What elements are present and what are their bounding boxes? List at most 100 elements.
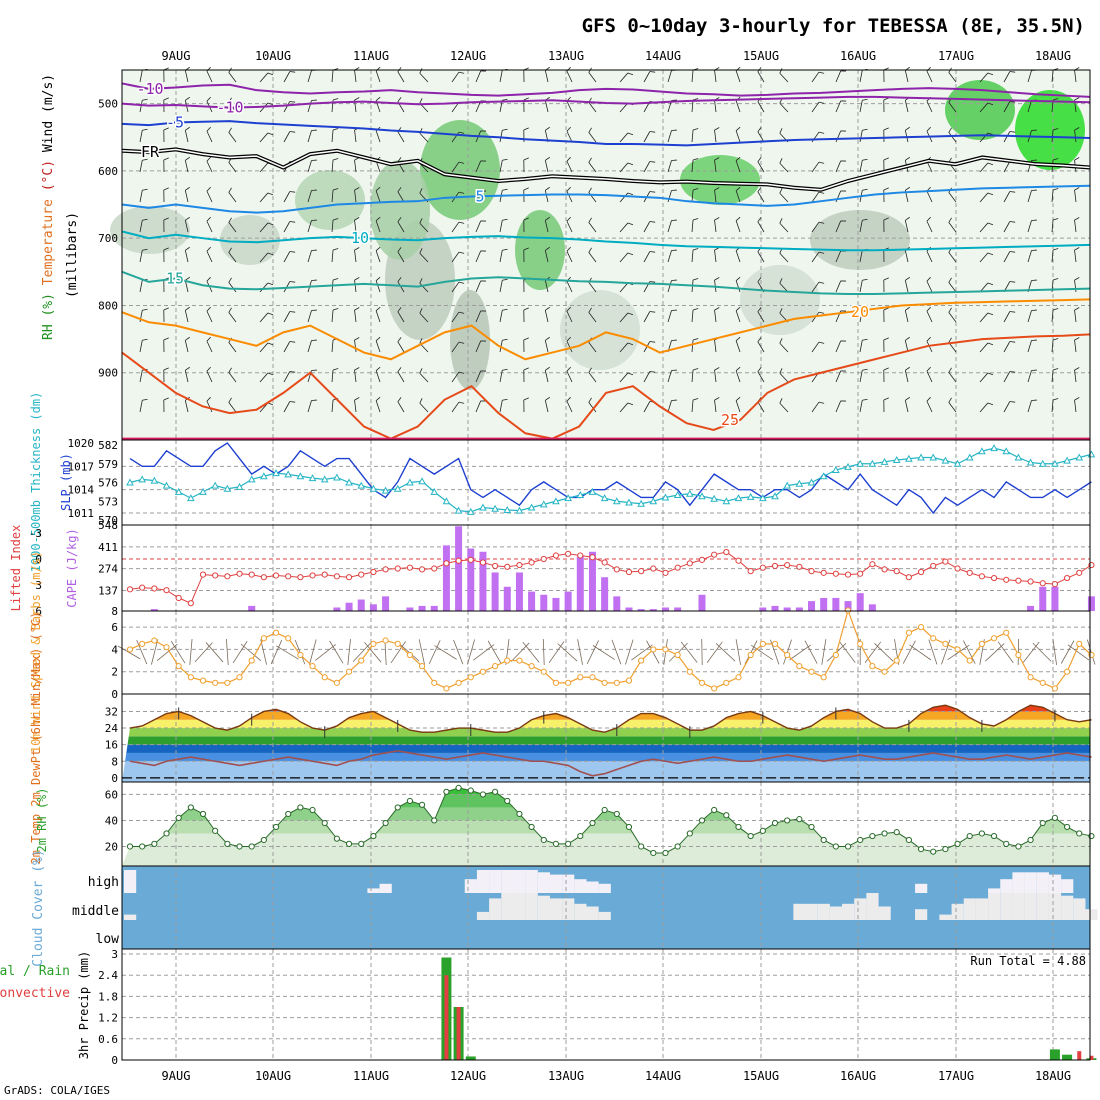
wind-barb-staff bbox=[419, 132, 429, 143]
wind-barb-staff bbox=[1074, 70, 1077, 83]
rh-area bbox=[110, 206, 190, 254]
wind-barb-flag bbox=[905, 156, 910, 161]
surface-wind-barb-staff bbox=[789, 644, 812, 661]
wind-barb bbox=[714, 397, 720, 413]
wind-barb-staff bbox=[1051, 250, 1054, 263]
surface-wind-barb bbox=[909, 644, 932, 661]
thickness-marker bbox=[174, 487, 183, 495]
wind-barb-staff bbox=[259, 132, 269, 143]
wind-barb-staff bbox=[544, 220, 549, 233]
wind-barb-flag bbox=[862, 398, 868, 401]
surface-wind-barb-staff bbox=[735, 639, 741, 665]
wind-barb-flag bbox=[1074, 157, 1080, 161]
wind-barb bbox=[397, 277, 405, 293]
wind-barb-staff bbox=[544, 100, 549, 113]
day-label-top: 9AUG bbox=[162, 49, 191, 63]
wind-barb-flag bbox=[862, 158, 868, 161]
wind-barb bbox=[184, 126, 190, 143]
wind-barb bbox=[354, 217, 360, 233]
wind-barb bbox=[184, 246, 190, 263]
thickness-marker bbox=[625, 498, 633, 506]
cape-tick-label: 411 bbox=[98, 541, 118, 554]
wind-barb bbox=[283, 341, 296, 353]
wind-barb-staff bbox=[859, 70, 863, 83]
wind-speed-marker bbox=[516, 657, 523, 664]
wind-barb-flag bbox=[206, 396, 211, 402]
wind-barb-flag bbox=[566, 366, 571, 372]
wind-barb-staff bbox=[779, 372, 789, 383]
wind-barb bbox=[307, 249, 317, 263]
wind-barb bbox=[544, 216, 550, 233]
cloud-middle-block bbox=[878, 906, 891, 920]
wind-barb bbox=[979, 372, 994, 383]
wind-barb-flag bbox=[206, 186, 211, 192]
wind-barb-flag bbox=[311, 159, 317, 161]
wind-barb-staff bbox=[757, 71, 765, 83]
cloud-high-block bbox=[489, 870, 502, 893]
cloud-high-block bbox=[598, 883, 611, 893]
wind-barb-flag bbox=[757, 367, 762, 372]
wind-barb-flag bbox=[163, 247, 169, 251]
wind-barb-flag bbox=[332, 128, 339, 131]
wind-barb bbox=[1027, 189, 1037, 203]
wind-barb-staff bbox=[979, 72, 989, 83]
wind-barb-staff bbox=[588, 312, 597, 323]
wind-barb-staff bbox=[451, 281, 460, 293]
wind-barb-staff bbox=[811, 71, 820, 83]
wind-speed-marker bbox=[297, 651, 304, 659]
wind-barb-flag bbox=[354, 187, 360, 191]
wind-barb-staff bbox=[735, 190, 741, 203]
thickness-marker bbox=[223, 484, 232, 492]
wind-barb bbox=[206, 366, 213, 383]
wind-barb bbox=[331, 368, 339, 383]
surface-wind-barb-staff bbox=[270, 640, 283, 665]
wind-barb-staff bbox=[331, 130, 334, 143]
wind-speed-marker bbox=[893, 657, 900, 664]
wind-barb-flag bbox=[926, 366, 931, 372]
wind-barb-staff bbox=[1074, 310, 1077, 323]
wind-barb bbox=[331, 158, 339, 173]
wind-barb bbox=[714, 187, 720, 203]
wind-barb-staff bbox=[811, 251, 820, 263]
thickness-marker bbox=[564, 494, 572, 502]
wind-barb-flag bbox=[1031, 189, 1037, 191]
wind-barb-flag bbox=[228, 307, 232, 313]
wind-barb-staff bbox=[139, 130, 143, 143]
wind-barb-flag bbox=[267, 192, 274, 196]
wind-barb-flag bbox=[289, 341, 296, 343]
wind-barb bbox=[139, 128, 148, 143]
wind-barb bbox=[451, 341, 465, 353]
cloud-high-block bbox=[1012, 872, 1025, 893]
wind-barb bbox=[619, 162, 634, 173]
wind-barb-flag bbox=[545, 246, 550, 251]
surface-wind-barb bbox=[364, 642, 382, 663]
lifted-index-marker bbox=[917, 568, 925, 576]
wind-barb bbox=[811, 101, 825, 113]
thickness-tick-label: 576 bbox=[98, 477, 118, 490]
wind-barb-flag bbox=[1074, 337, 1080, 341]
thickness-tick-label: 570 bbox=[98, 514, 118, 527]
wind-barb bbox=[259, 312, 274, 323]
cloud-high-block bbox=[537, 872, 550, 893]
wind-barb-staff bbox=[643, 311, 651, 323]
wind-barb-staff bbox=[904, 250, 909, 263]
thickness-marker bbox=[819, 472, 828, 480]
rh-marker bbox=[479, 791, 487, 798]
wind-speed-marker bbox=[1027, 674, 1034, 681]
wind-barb-staff bbox=[228, 372, 237, 383]
wind-speed-marker bbox=[638, 657, 645, 664]
wind-barb bbox=[588, 157, 597, 173]
wind-barb-flag bbox=[458, 371, 465, 374]
wind-barb-staff bbox=[451, 251, 460, 263]
wind-barb-flag bbox=[354, 247, 360, 251]
thickness-marker bbox=[649, 497, 658, 505]
lifted-index-marker bbox=[930, 562, 937, 570]
lifted-index-marker bbox=[662, 569, 669, 576]
wind-barb-flag bbox=[458, 251, 465, 254]
wind-barb-staff bbox=[331, 310, 334, 323]
surface-wind-barb-staff bbox=[434, 645, 457, 660]
wind-barb bbox=[375, 336, 381, 353]
wind-barb-staff bbox=[1027, 310, 1032, 323]
wind-barb-staff bbox=[375, 400, 381, 413]
isotherm-label: -5 bbox=[166, 113, 184, 131]
